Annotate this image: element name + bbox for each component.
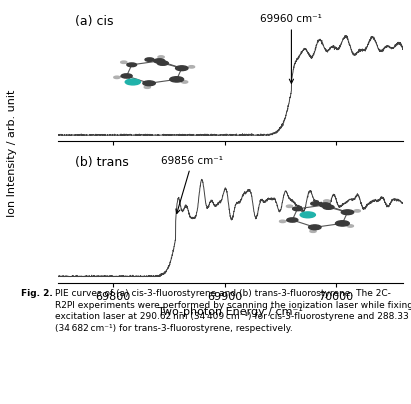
Circle shape bbox=[170, 77, 184, 82]
Circle shape bbox=[279, 220, 286, 223]
Text: PIE curves of (a) ​cis​-3-fluorostyrene and (b) ​trans​-3-fluorostyrene. The 2C-: PIE curves of (a) ​cis​-3-fluorostyrene … bbox=[55, 289, 411, 333]
Circle shape bbox=[144, 86, 150, 88]
Text: (b) trans: (b) trans bbox=[75, 156, 129, 169]
Circle shape bbox=[175, 66, 188, 71]
Circle shape bbox=[287, 218, 298, 222]
Text: Fig. 2.: Fig. 2. bbox=[21, 289, 52, 298]
X-axis label: Two-photon Energy / cm⁻¹: Two-photon Energy / cm⁻¹ bbox=[158, 307, 302, 318]
Text: 69856 cm⁻¹: 69856 cm⁻¹ bbox=[161, 156, 223, 213]
Circle shape bbox=[125, 79, 141, 85]
Circle shape bbox=[319, 203, 330, 207]
Circle shape bbox=[309, 225, 321, 230]
Circle shape bbox=[323, 205, 334, 209]
Circle shape bbox=[310, 230, 316, 232]
Circle shape bbox=[354, 210, 360, 212]
Circle shape bbox=[121, 61, 127, 63]
Circle shape bbox=[143, 81, 155, 86]
Circle shape bbox=[347, 225, 353, 227]
Circle shape bbox=[188, 65, 195, 68]
Circle shape bbox=[114, 76, 120, 78]
Text: 69960 cm⁻¹: 69960 cm⁻¹ bbox=[261, 14, 322, 83]
Circle shape bbox=[127, 63, 136, 67]
Circle shape bbox=[154, 59, 165, 63]
Circle shape bbox=[145, 58, 154, 61]
Circle shape bbox=[286, 205, 293, 208]
Circle shape bbox=[335, 221, 349, 226]
Circle shape bbox=[324, 200, 330, 202]
Circle shape bbox=[121, 74, 132, 78]
Circle shape bbox=[300, 212, 315, 218]
Text: (a) cis: (a) cis bbox=[75, 15, 113, 28]
Circle shape bbox=[158, 56, 164, 58]
Circle shape bbox=[341, 210, 354, 215]
Circle shape bbox=[293, 207, 302, 211]
Text: Ion Intensity / arb. unit: Ion Intensity / arb. unit bbox=[7, 90, 17, 217]
Circle shape bbox=[311, 202, 320, 205]
Circle shape bbox=[157, 61, 169, 65]
Circle shape bbox=[182, 81, 188, 83]
